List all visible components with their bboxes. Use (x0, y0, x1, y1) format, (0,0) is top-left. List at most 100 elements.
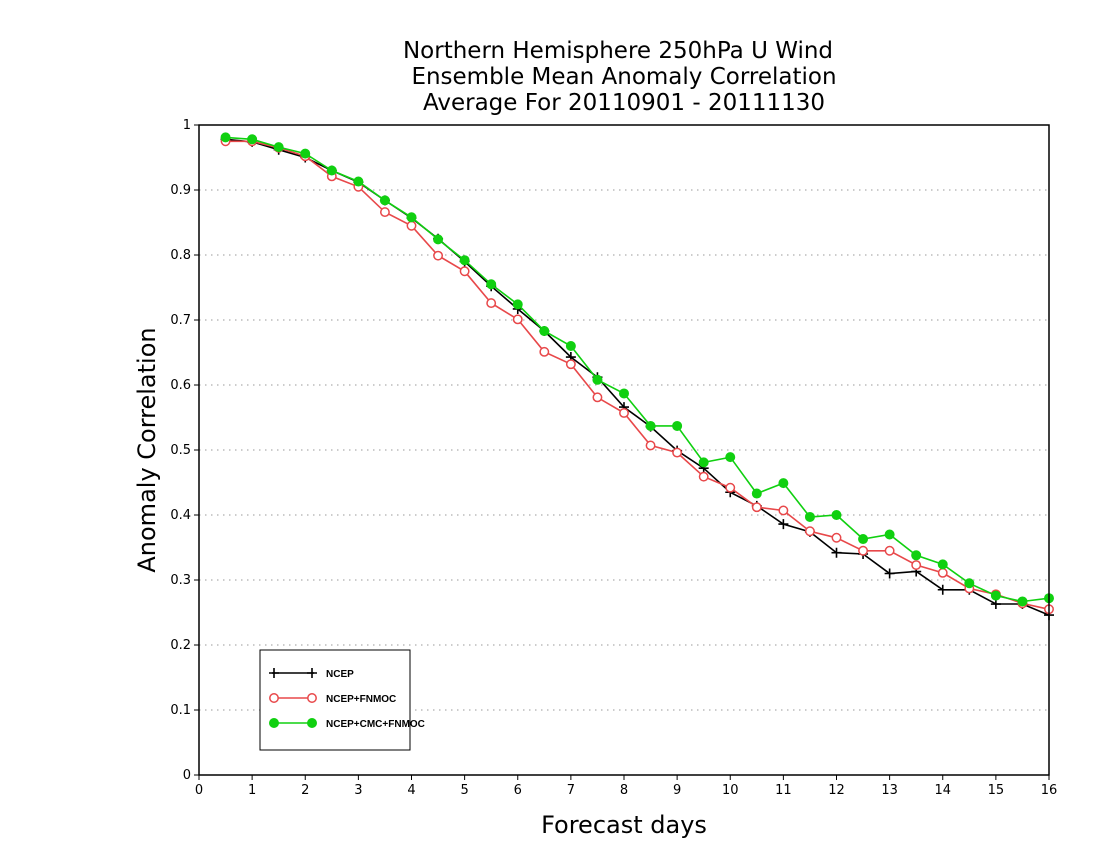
data-point-ncep-fnmoc (645, 440, 656, 451)
x-axis-label: Forecast days (541, 811, 707, 839)
data-point-ncep-fnmoc (486, 298, 497, 309)
legend-marker-ncep-cmc-fnmoc (307, 718, 317, 728)
x-tick-label: 15 (988, 783, 1005, 798)
data-point-ncep-fnmoc (672, 447, 683, 458)
chart-title-line-2: Ensemble Mean Anomaly Correlation (411, 64, 836, 90)
x-tick-label: 13 (881, 783, 898, 798)
data-point-ncep-cmc-fnmoc (512, 299, 523, 310)
data-point-ncep-cmc-fnmoc (619, 388, 629, 399)
data-point-ncep-cmc-fnmoc (406, 212, 417, 223)
chart-title-line-3: Average For 20110901 - 20111130 (423, 90, 825, 116)
data-point-ncep (990, 599, 1001, 610)
y-tick-label: 0.9 (170, 183, 191, 198)
grid (199, 189, 1049, 711)
data-point-ncep-cmc-fnmoc (459, 255, 470, 266)
data-point-ncep-fnmoc (459, 266, 470, 277)
data-point-ncep-fnmoc (512, 314, 523, 325)
data-point-ncep (937, 584, 948, 595)
data-point-ncep-cmc-fnmoc (486, 279, 497, 290)
data-point-ncep-fnmoc (937, 567, 948, 578)
data-point-ncep-fnmoc (778, 505, 789, 516)
x-tick-label: 6 (514, 783, 522, 798)
data-point-ncep-cmc-fnmoc (565, 341, 576, 351)
data-point-ncep-fnmoc (858, 545, 869, 556)
data-point-ncep-fnmoc (619, 408, 629, 418)
data-point-ncep-fnmoc (804, 526, 815, 537)
data-point-ncep-cmc-fnmoc (539, 326, 550, 337)
data-point-ncep-cmc-fnmoc (300, 148, 311, 159)
data-point-ncep-cmc-fnmoc (220, 132, 231, 143)
series-line-ncep-fnmoc (225, 140, 1050, 611)
series-ncep (220, 134, 1054, 621)
x-tick-label: 0 (195, 783, 203, 798)
data-point-ncep-cmc-fnmoc (751, 488, 762, 499)
data-point-ncep (831, 547, 842, 558)
data-point-ncep-cmc-fnmoc (911, 550, 922, 561)
legend-label-ncep-cmc-fnmoc: NCEP+CMC+FNMOC (326, 719, 425, 730)
y-tick-label: 0.2 (170, 638, 191, 653)
data-point-ncep-fnmoc (725, 482, 736, 493)
data-point-ncep-cmc-fnmoc (725, 452, 736, 463)
data-point-ncep-fnmoc (406, 220, 417, 231)
data-point-ncep-cmc-fnmoc (884, 529, 895, 540)
y-tick-label: 0.3 (170, 573, 191, 588)
x-tick-label: 14 (934, 783, 951, 798)
data-point-ncep-cmc-fnmoc (326, 165, 337, 176)
x-tick-label: 16 (1041, 783, 1058, 798)
axis-ticks: 00.10.20.30.40.50.60.70.80.910 1 2 3 4 5 6 7 8 9 1… (170, 118, 1057, 798)
data-point-ncep-cmc-fnmoc (592, 374, 603, 385)
legend-item-ncep: NCEP (269, 668, 354, 680)
data-point-ncep-fnmoc (698, 471, 709, 482)
data-point-ncep-fnmoc (831, 532, 842, 543)
data-point-ncep-cmc-fnmoc (964, 578, 975, 589)
legend-marker-ncep-cmc-fnmoc (269, 718, 279, 728)
series-layer (220, 132, 1054, 621)
data-point-ncep-fnmoc (539, 346, 550, 357)
chart-title-line-1: Northern Hemisphere 250hPa U Wind (403, 38, 833, 64)
data-point-ncep-cmc-fnmoc (858, 534, 869, 545)
legend-item-ncep-cmc-fnmoc: NCEP+CMC+FNMOC (269, 718, 425, 730)
series-line-ncep (225, 138, 1050, 616)
x-tick-label: 2 (301, 783, 309, 798)
data-point-ncep-fnmoc (911, 560, 922, 570)
data-point-ncep-cmc-fnmoc (379, 195, 390, 206)
data-point-ncep-cmc-fnmoc (990, 590, 1001, 601)
x-tick-label: 12 (828, 783, 845, 798)
data-point-ncep-cmc-fnmoc (273, 142, 284, 153)
y-tick-label: 0.6 (170, 378, 191, 393)
data-point-ncep-fnmoc (379, 207, 390, 218)
legend-marker-ncep-fnmoc (307, 693, 317, 703)
data-point-ncep-fnmoc (751, 502, 762, 513)
y-tick-label: 0.8 (170, 248, 191, 263)
x-tick-label: 7 (567, 783, 575, 798)
y-axis-label: Anomaly Correlation (133, 327, 161, 572)
legend-marker-ncep (307, 668, 317, 678)
legend-marker-ncep (269, 668, 279, 678)
x-tick-label: 5 (460, 783, 468, 798)
y-tick-label: 0.5 (170, 443, 191, 458)
data-point-ncep-fnmoc (433, 250, 444, 261)
data-point-ncep (778, 519, 789, 530)
series-line-ncep-cmc-fnmoc (225, 136, 1050, 603)
x-tick-label: 9 (673, 783, 681, 798)
data-point-ncep-fnmoc (592, 392, 603, 403)
legend: NCEP NCEP+FNMOC NCEP+CMC+FNMOC (259, 649, 425, 751)
data-point-ncep-fnmoc (565, 359, 576, 370)
x-tick-label: 4 (407, 783, 415, 798)
data-point-ncep-cmc-fnmoc (831, 510, 842, 520)
series-ncep-cmc-fnmoc (220, 132, 1054, 607)
x-tick-label: 3 (354, 783, 362, 798)
y-tick-label: 0 (183, 768, 191, 783)
series-ncep-fnmoc (220, 136, 1054, 615)
data-point-ncep-cmc-fnmoc (645, 420, 656, 431)
y-tick-label: 0.4 (170, 508, 191, 523)
legend-box (259, 649, 411, 751)
x-tick-label: 11 (775, 783, 792, 798)
data-point-ncep-cmc-fnmoc (672, 420, 683, 431)
x-tick-label: 1 (248, 783, 256, 798)
data-point-ncep-cmc-fnmoc (698, 457, 709, 468)
y-tick-label: 0.7 (170, 313, 191, 328)
data-point-ncep-cmc-fnmoc (937, 559, 948, 570)
data-point-ncep (884, 568, 895, 579)
